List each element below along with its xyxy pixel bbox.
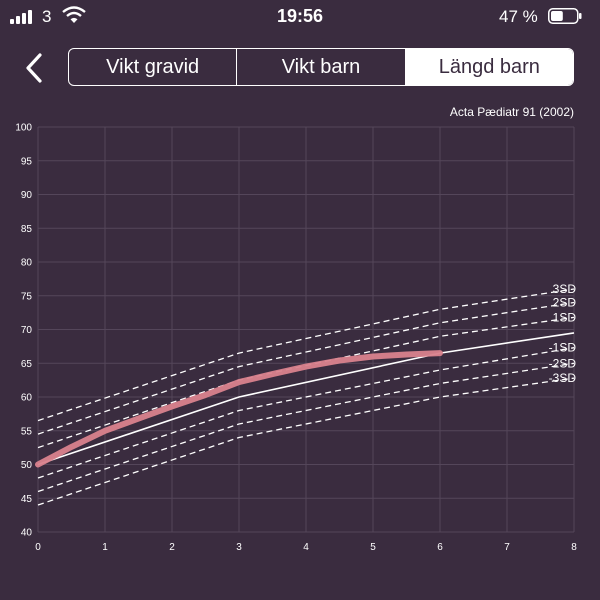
x-tick-label: 5: [370, 542, 376, 553]
y-tick-label: 70: [21, 325, 33, 336]
signal-icon: [10, 10, 36, 24]
tab-langd-barn[interactable]: Längd barn: [405, 49, 573, 85]
carrier-label: 3: [42, 7, 52, 26]
x-tick-label: 8: [571, 542, 577, 553]
tab-vikt-barn[interactable]: Vikt barn: [237, 49, 406, 85]
x-tick-label: 3: [236, 542, 242, 553]
y-tick-label: 40: [21, 528, 33, 539]
x-tick-label: 6: [437, 542, 443, 553]
sd-label: 1SD: [553, 310, 577, 324]
series-line-3sd: [37, 288, 575, 422]
y-tick-label: 55: [21, 426, 33, 437]
chevron-left-icon: [26, 53, 42, 83]
y-tick-label: 80: [21, 258, 33, 269]
series-line--3sd: [37, 377, 575, 506]
x-tick-label: 7: [504, 542, 510, 553]
sd-label: -1SD: [549, 341, 577, 355]
y-tick-label: 90: [21, 190, 33, 201]
back-button[interactable]: [18, 50, 52, 86]
y-tick-label: 95: [21, 156, 33, 167]
battery-icon: [548, 8, 582, 24]
x-tick-label: 0: [35, 542, 41, 553]
x-tick-label: 1: [102, 542, 108, 553]
sd-label: 2SD: [553, 296, 577, 310]
y-tick-label: 65: [21, 359, 33, 370]
y-tick-label: 60: [21, 393, 33, 404]
segmented-control: Vikt gravid Vikt barn Längd barn: [68, 48, 574, 86]
y-tick-label: 100: [15, 123, 32, 134]
series-line-median: [37, 332, 575, 466]
measurement-curve: [35, 350, 443, 468]
wifi-icon: [62, 6, 86, 23]
sd-label: -3SD: [549, 371, 577, 385]
series-line--2sd: [37, 362, 575, 493]
y-tick-label: 85: [21, 224, 33, 235]
battery-percentage: 47 %: [499, 7, 538, 26]
y-tick-label: 50: [21, 460, 33, 471]
status-bar: 3 19:56 47 %: [0, 0, 600, 34]
clock: 19:56: [276, 6, 324, 26]
sd-label: -2SD: [549, 356, 577, 370]
y-tick-label: 75: [21, 291, 33, 302]
series-line--1sd: [37, 347, 575, 479]
sd-label: 3SD: [553, 282, 577, 296]
series-line-2sd: [37, 301, 575, 435]
source-label: Acta Pædiatr 91 (2002): [449, 105, 574, 119]
tab-vikt-gravid[interactable]: Vikt gravid: [69, 49, 238, 85]
x-tick-label: 2: [169, 542, 175, 553]
x-tick-label: 4: [303, 542, 309, 553]
y-tick-label: 45: [21, 494, 33, 505]
